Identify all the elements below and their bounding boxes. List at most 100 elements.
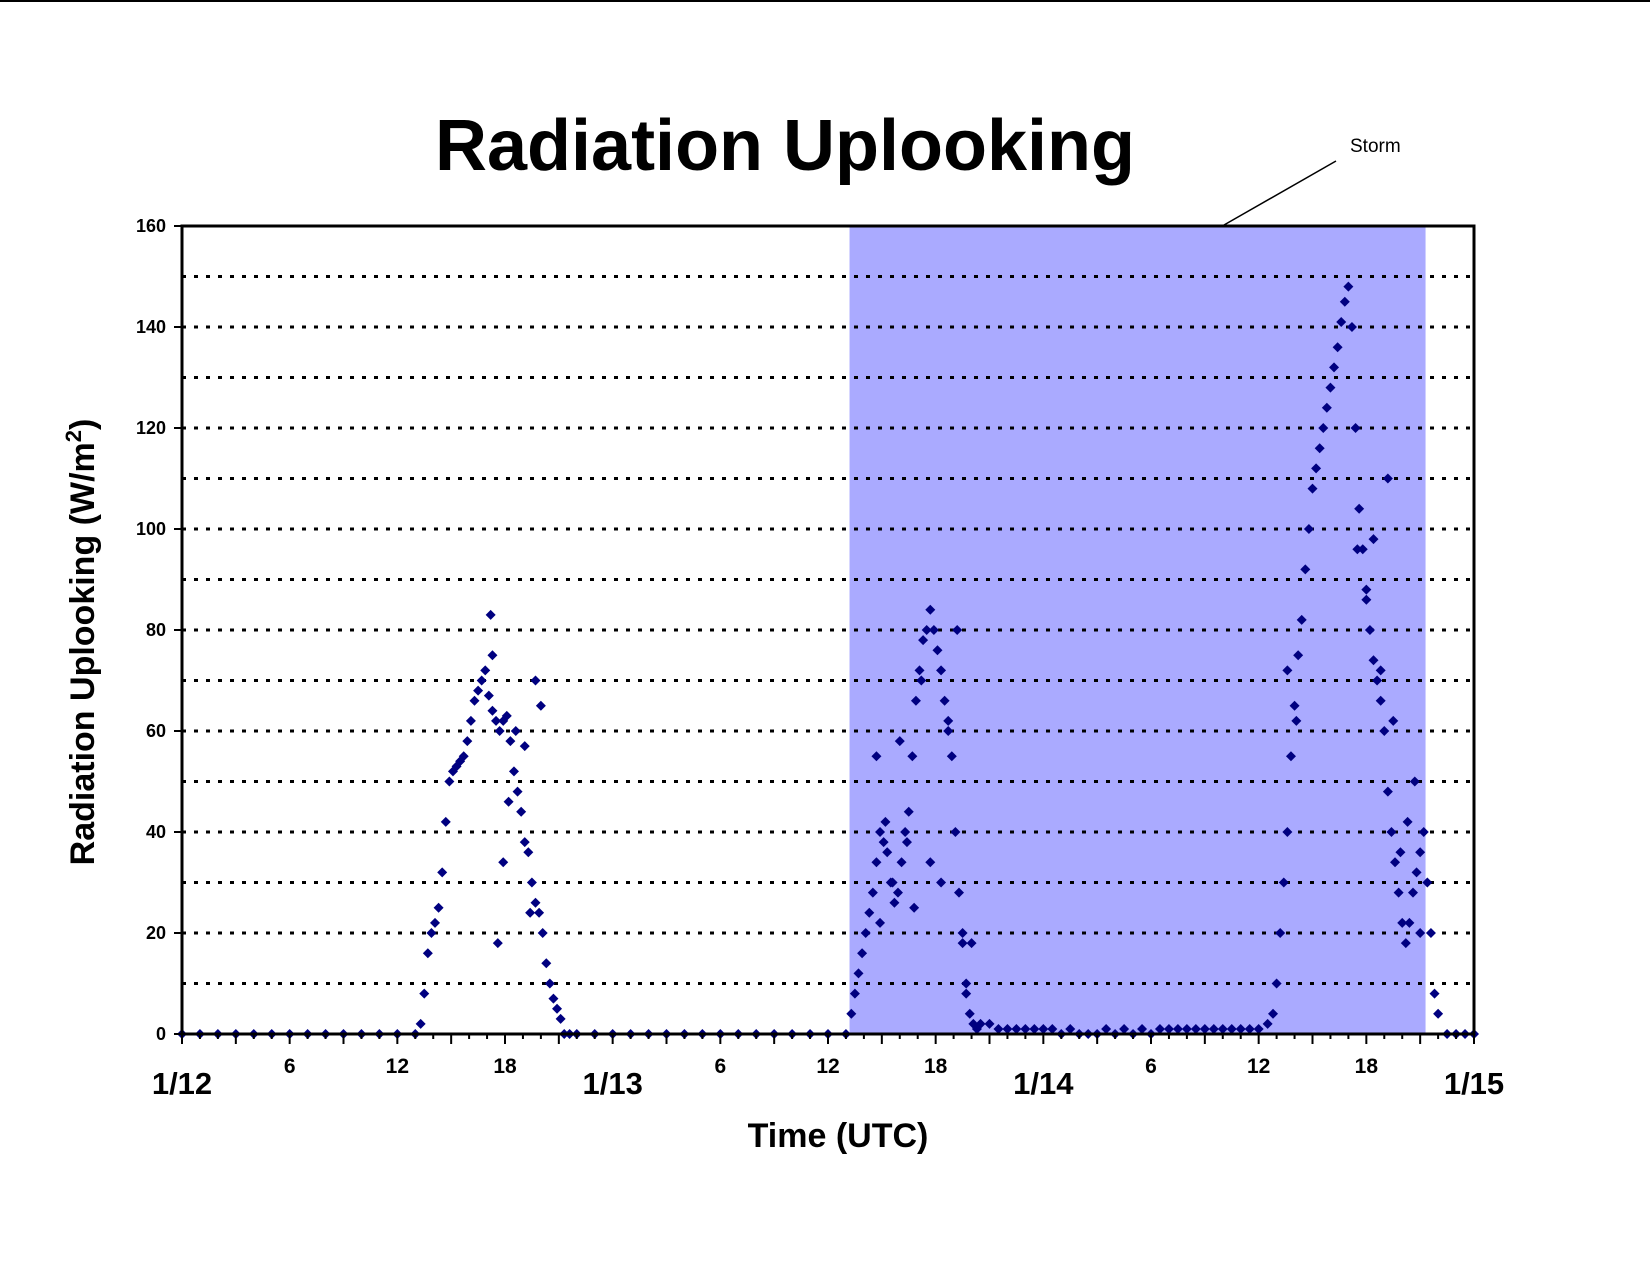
data-point — [440, 816, 451, 827]
data-point — [957, 928, 968, 938]
data-point — [1395, 847, 1406, 858]
data-point — [909, 902, 920, 913]
x-hour-label: 6 — [714, 1055, 726, 1078]
data-point — [1429, 988, 1440, 999]
data-point — [1235, 1023, 1246, 1034]
data-point — [1372, 675, 1383, 686]
data-point — [1390, 857, 1401, 868]
data-point — [943, 726, 954, 736]
data-point — [1375, 665, 1386, 676]
data-point — [1262, 1018, 1273, 1029]
data-point — [1065, 1023, 1076, 1034]
data-point — [1379, 726, 1390, 736]
data-point — [939, 695, 950, 706]
data-point — [1282, 665, 1293, 676]
data-point — [1038, 1023, 1049, 1034]
x-hour-label: 18 — [924, 1055, 948, 1078]
data-point — [921, 625, 932, 635]
data-point — [487, 705, 498, 716]
data-point — [426, 928, 437, 938]
data-point — [1190, 1023, 1201, 1034]
data-point — [953, 887, 964, 898]
y-axis-label-close: ) — [64, 419, 102, 430]
data-point — [889, 897, 900, 908]
x-axis-ticks: 6 12 18 6 12 18 6 12 18 1/12 1/13 1/14 1/15 — [152, 1034, 1504, 1101]
data-point — [1397, 917, 1408, 928]
data-point — [871, 751, 882, 762]
data-point — [1314, 443, 1325, 454]
x-day-label: 1/13 — [582, 1066, 642, 1101]
data-point — [1346, 322, 1357, 332]
data-point — [508, 766, 519, 777]
data-point — [519, 741, 530, 752]
data-point — [510, 726, 521, 736]
data-point — [1253, 1023, 1264, 1034]
data-point — [1282, 827, 1293, 837]
data-point — [462, 736, 473, 747]
data-point — [1415, 928, 1426, 938]
data-point — [1278, 877, 1289, 888]
data-point — [964, 1008, 975, 1019]
y-axis-label: Radiation Uplooking (W/m2) — [61, 419, 102, 866]
y-tick-label: 60 — [146, 721, 166, 741]
data-point — [1296, 614, 1307, 625]
data-point — [860, 928, 871, 938]
data-point — [1119, 1023, 1130, 1034]
data-point — [469, 695, 480, 706]
data-point — [519, 837, 530, 848]
data-point — [984, 1018, 995, 1029]
data-point — [936, 877, 947, 888]
data-point — [932, 645, 943, 656]
data-point — [483, 690, 494, 701]
data-point — [1382, 786, 1393, 797]
data-point — [1275, 928, 1286, 938]
data-point — [1361, 584, 1372, 595]
data-point — [503, 796, 514, 807]
data-point — [491, 715, 502, 726]
data-point — [1011, 1023, 1022, 1034]
data-point — [1293, 650, 1304, 661]
data-point — [552, 1003, 563, 1014]
data-point — [1402, 816, 1413, 827]
chart-title: Radiation Uplooking — [435, 106, 1135, 186]
data-point — [530, 675, 541, 686]
data-point — [1400, 938, 1411, 949]
data-point — [512, 786, 523, 797]
data-point — [534, 907, 545, 918]
data-point — [1433, 1008, 1444, 1019]
data-point — [892, 887, 903, 898]
data-point — [1409, 776, 1420, 787]
data-point — [480, 665, 491, 676]
data-point — [1364, 625, 1375, 635]
data-point — [1393, 887, 1404, 898]
y-tick-label: 20 — [146, 923, 166, 943]
y-tick-label: 40 — [146, 822, 166, 842]
data-point — [961, 988, 972, 999]
x-axis-label: Time (UTC) — [748, 1117, 929, 1155]
data-point — [485, 609, 496, 620]
data-point — [555, 1013, 566, 1024]
x-hour-label: 6 — [1145, 1055, 1157, 1078]
data-point — [1318, 423, 1329, 433]
data-point — [1386, 827, 1397, 837]
x-hour-label: 12 — [1247, 1055, 1270, 1078]
data-point — [433, 902, 444, 913]
data-point — [548, 993, 559, 1004]
data-point — [903, 806, 914, 817]
data-point — [1300, 564, 1311, 575]
data-point — [864, 907, 875, 918]
data-point — [458, 751, 469, 762]
data-point — [1368, 655, 1379, 666]
data-point — [966, 938, 977, 949]
data-point — [415, 1018, 426, 1029]
data-point — [882, 847, 893, 858]
data-point — [901, 837, 912, 848]
data-point — [1375, 695, 1386, 706]
data-point — [516, 806, 527, 817]
data-point — [910, 695, 921, 706]
data-point — [887, 877, 898, 888]
data-point — [1350, 423, 1361, 433]
storm-annotation-leader — [1223, 160, 1337, 226]
data-point — [1268, 1008, 1279, 1019]
data-point — [961, 978, 972, 989]
